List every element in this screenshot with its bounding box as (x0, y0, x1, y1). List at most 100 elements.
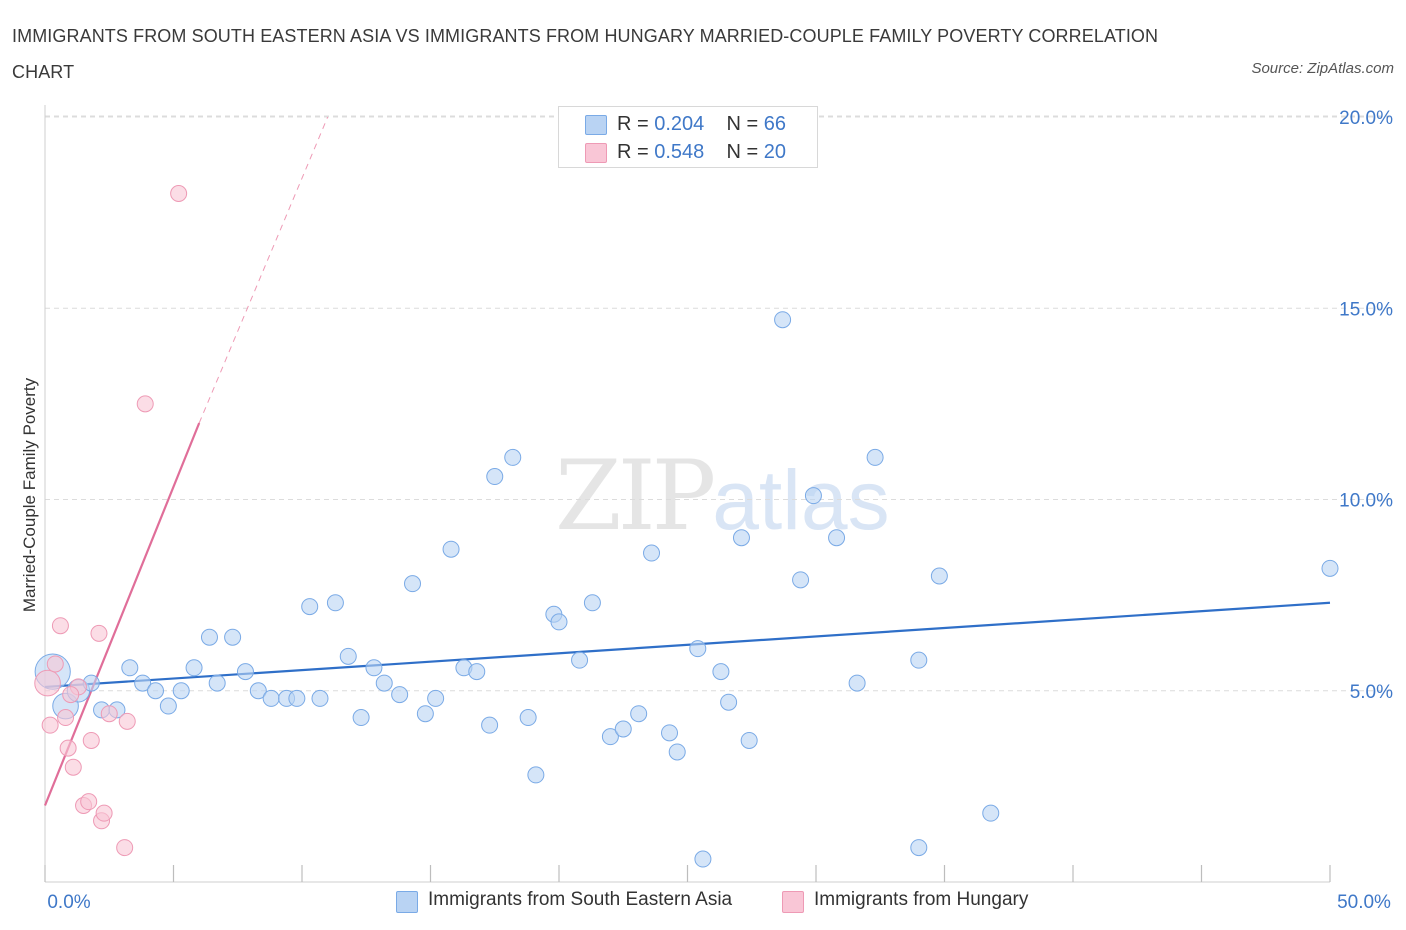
point-south-eastern-asia (643, 544, 661, 562)
point-south-eastern-asia (288, 689, 306, 707)
x-tick-label-min: 0.0% (47, 892, 90, 913)
legend-swatch-blue (585, 115, 607, 135)
point-hungary (118, 712, 136, 730)
axes (44, 105, 1331, 883)
point-south-eastern-asia (630, 705, 648, 723)
point-hungary (170, 185, 188, 202)
point-south-eastern-asia (519, 709, 537, 727)
point-hungary (62, 686, 80, 704)
point-hungary (57, 709, 75, 727)
point-south-eastern-asia (481, 716, 499, 734)
y-tick-label: 15.0% (1339, 299, 1393, 320)
correlation-legend: R = 0.204 N = 66 R = 0.548 N = 20 (558, 106, 818, 168)
point-south-eastern-asia (262, 689, 280, 707)
point-south-eastern-asia (583, 594, 601, 612)
point-south-eastern-asia (792, 571, 810, 589)
point-south-eastern-asia (121, 659, 139, 677)
bottom-legend-label-hungary: Immigrants from Hungary (814, 889, 1029, 910)
point-south-eastern-asia (339, 647, 357, 665)
point-hungary (34, 669, 61, 697)
point-south-eastern-asia (159, 697, 177, 715)
point-south-eastern-asia (486, 468, 504, 486)
point-hungary (136, 395, 154, 413)
point-south-eastern-asia (661, 724, 679, 742)
point-south-eastern-asia (236, 663, 254, 681)
point-south-eastern-asia (208, 674, 226, 692)
point-south-eastern-asia (720, 693, 738, 711)
y-axis-label: Married-Couple Family Poverty (20, 377, 39, 613)
y-tick-label: 10.0% (1339, 491, 1393, 512)
point-south-eastern-asia (200, 628, 218, 646)
point-south-eastern-asia (571, 651, 589, 669)
point-south-eastern-asia (930, 567, 948, 585)
point-south-eastern-asia (982, 804, 1000, 822)
x-tick-label-max: 50.0% (1337, 892, 1391, 913)
point-hungary (90, 624, 108, 642)
point-south-eastern-asia (1321, 559, 1339, 577)
point-south-eastern-asia (301, 598, 319, 616)
legend-stats-sea: R = 0.204 N = 66 (617, 113, 787, 135)
bottom-legend-swatch-blue (396, 891, 418, 913)
point-south-eastern-asia (311, 689, 329, 707)
point-south-eastern-asia (224, 628, 242, 646)
point-south-eastern-asia (391, 686, 409, 704)
legend-swatch-pink (585, 143, 607, 163)
point-south-eastern-asia (910, 839, 928, 857)
point-hungary (95, 804, 113, 822)
watermark-zip: ZIP (555, 440, 716, 552)
point-south-eastern-asia (249, 682, 267, 700)
point-south-eastern-asia (442, 540, 460, 558)
trend-lines (43, 116, 1331, 806)
point-south-eastern-asia (712, 663, 730, 681)
bottom-legend-label-sea: Immigrants from South Eastern Asia (428, 889, 733, 910)
bottom-legend-swatch-pink (782, 891, 804, 913)
chart-title: IMMIGRANTS FROM SOUTH EASTERN ASIA VS IM… (12, 26, 1159, 82)
point-south-eastern-asia (774, 311, 792, 329)
point-south-eastern-asia (601, 728, 619, 746)
point-south-eastern-asia (550, 613, 568, 631)
point-hungary (116, 839, 134, 857)
trend-line-south-eastern-asia (44, 601, 1331, 689)
source-credit: Source: ZipAtlas.com (1251, 60, 1394, 77)
point-south-eastern-asia (614, 720, 632, 738)
point-south-eastern-asia (732, 529, 750, 547)
y-tick-label: 20.0% (1339, 108, 1393, 129)
point-hungary (46, 655, 64, 673)
point-south-eastern-asia (828, 529, 846, 547)
trend-line-hungary-extension (198, 116, 329, 424)
gridlines (45, 115, 1390, 692)
point-south-eastern-asia (404, 575, 422, 593)
point-south-eastern-asia (804, 487, 822, 505)
point-south-eastern-asia (352, 709, 370, 727)
tick-labels: 5.0% 10.0% 15.0% 20.0% 0.0% 50.0% (47, 108, 1393, 913)
point-hungary (64, 758, 82, 776)
y-tick-label: 5.0% (1350, 682, 1393, 703)
legend-stats-hungary: R = 0.548 N = 20 (617, 141, 787, 163)
point-hungary (100, 705, 118, 723)
point-south-eastern-asia (172, 682, 190, 700)
point-hungary (51, 617, 69, 635)
point-south-eastern-asia (527, 766, 545, 784)
point-south-eastern-asia (427, 689, 445, 707)
point-south-eastern-asia (416, 705, 434, 723)
point-south-eastern-asia (668, 743, 686, 761)
point-south-eastern-asia (740, 731, 758, 749)
point-south-eastern-asia (326, 594, 344, 612)
point-south-eastern-asia (848, 674, 866, 692)
point-south-eastern-asia (375, 674, 393, 692)
point-hungary (59, 739, 77, 757)
point-south-eastern-asia (147, 682, 165, 700)
point-south-eastern-asia (910, 651, 928, 669)
point-hungary (41, 716, 59, 734)
data-points (34, 185, 1339, 868)
point-south-eastern-asia (185, 659, 203, 677)
point-south-eastern-asia (365, 659, 383, 677)
point-south-eastern-asia (468, 663, 486, 681)
point-south-eastern-asia (866, 448, 884, 466)
point-hungary (82, 731, 100, 749)
point-south-eastern-asia (689, 640, 707, 658)
point-south-eastern-asia (504, 448, 522, 466)
point-south-eastern-asia (134, 674, 152, 692)
point-hungary (80, 793, 98, 811)
